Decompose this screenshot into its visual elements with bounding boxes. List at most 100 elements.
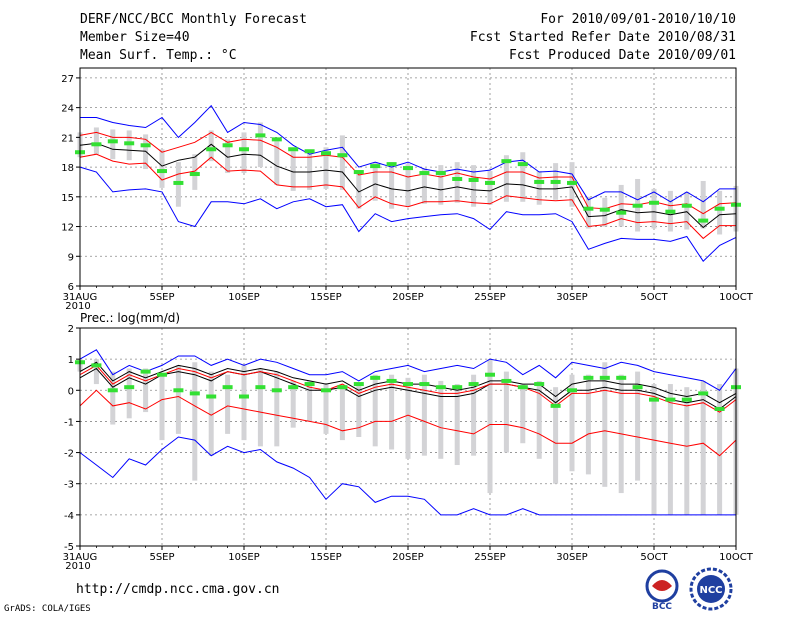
series-line [79, 142, 737, 229]
observed-mark [599, 207, 610, 212]
series-line [79, 364, 737, 413]
spread-box [585, 374, 591, 475]
observed-mark [534, 382, 545, 387]
observed-mark [353, 382, 364, 387]
y-tick-label: 0 [68, 386, 74, 397]
spread-box [471, 165, 477, 207]
observed-mark [288, 147, 299, 152]
spread-box [257, 122, 263, 168]
observed-mark [337, 385, 348, 390]
spread-box [93, 359, 99, 385]
observed-mark [583, 206, 594, 211]
observed-mark [435, 171, 446, 176]
x-tick-label: 10OCT [719, 552, 754, 563]
observed-mark [616, 210, 627, 215]
observed-mark [501, 378, 512, 383]
x-tick-label: 25SEP [474, 552, 505, 563]
observed-mark [206, 394, 217, 399]
ncc-logo-ring [689, 567, 733, 611]
ncc-logo-disc [697, 575, 725, 603]
member-size: Member Size=40 [80, 30, 190, 45]
x-tick-label: 10SEP [228, 552, 259, 563]
observed-mark [468, 177, 479, 182]
x-tick-sublabel: 2010 [65, 301, 90, 312]
bcc-logo-ring [645, 569, 679, 603]
x-tick-label: 15SEP [310, 292, 341, 303]
y-tick-label: -2 [64, 449, 74, 460]
observed-mark [321, 388, 331, 393]
panel-title: Prec.: log(mm/d) [80, 311, 180, 325]
spread-box [487, 359, 493, 494]
observed-mark [632, 203, 643, 208]
spread-box [405, 377, 411, 459]
observed-mark [698, 218, 709, 223]
spread-box [257, 368, 263, 447]
observed-mark [173, 180, 184, 185]
y-tick-label: 1 [68, 355, 74, 366]
spread-box [553, 387, 559, 484]
spread-box [536, 171, 542, 205]
spread-box [339, 387, 345, 441]
spread-box [339, 135, 345, 190]
spread-box [274, 141, 280, 185]
x-tick-label: 5SEP [149, 552, 174, 563]
series-line [79, 436, 736, 516]
spread-box [175, 365, 181, 434]
observed-mark [255, 133, 266, 138]
observed-mark [239, 394, 249, 399]
spread-box [651, 384, 657, 515]
spread-box [274, 371, 280, 447]
y-tick-label: -1 [64, 417, 74, 428]
observed-mark [567, 180, 577, 185]
x-tick-label: 30SEP [556, 552, 587, 563]
observed-mark [173, 388, 184, 393]
observed-mark [271, 388, 282, 393]
spread-box [159, 149, 165, 188]
observed-mark [452, 176, 463, 181]
observed-mark [714, 206, 725, 211]
y-tick-label: -5 [64, 542, 74, 553]
observed-mark [189, 391, 200, 396]
observed-mark [255, 385, 266, 390]
spread-box [585, 196, 591, 229]
spread-box [520, 152, 526, 202]
variable-label: Mean Surf. Temp.: °C [80, 48, 237, 63]
observed-mark [353, 170, 364, 175]
x-tick-label: 30SEP [556, 292, 587, 303]
spread-box [241, 365, 247, 441]
y-tick-label: 15 [61, 193, 74, 204]
spread-box [323, 384, 329, 434]
observed-mark [419, 382, 430, 387]
observed-mark [583, 375, 594, 380]
y-tick-label: 9 [68, 252, 74, 263]
spread-box [438, 165, 444, 205]
spread-box [290, 151, 296, 191]
observed-mark [616, 375, 627, 380]
spread-box [438, 380, 444, 459]
x-tick-label: 15SEP [310, 552, 341, 563]
y-tick-label: -3 [64, 480, 74, 491]
observed-mark [485, 372, 495, 377]
spread-box [700, 380, 706, 515]
observed-mark [304, 149, 315, 154]
bcc-logo: BCC [645, 569, 679, 612]
y-tick-label: 18 [61, 163, 74, 174]
spread-box [684, 387, 690, 515]
y-tick-label: 2 [68, 324, 74, 335]
spread-box [356, 384, 362, 437]
observed-mark [386, 378, 397, 383]
observed-mark [403, 382, 413, 387]
observed-mark [665, 397, 676, 402]
forecast-title: DERF/NCC/BCC Monthly Forecast [80, 12, 307, 27]
spread-box [126, 368, 132, 419]
spread-box [454, 384, 460, 466]
website-url[interactable]: http://cmdp.ncc.cma.gov.cn [76, 582, 280, 597]
spread-box [225, 139, 231, 174]
observed-mark [550, 403, 561, 408]
observed-mark [304, 382, 315, 387]
observed-mark [91, 142, 102, 147]
x-tick-sublabel: 2010 [65, 561, 90, 572]
observed-mark [91, 363, 102, 368]
observed-mark [517, 162, 528, 167]
